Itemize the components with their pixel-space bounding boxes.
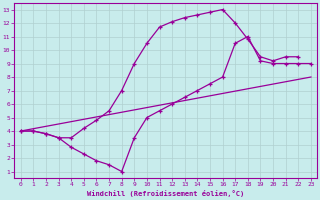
X-axis label: Windchill (Refroidissement éolien,°C): Windchill (Refroidissement éolien,°C) [87, 190, 244, 197]
